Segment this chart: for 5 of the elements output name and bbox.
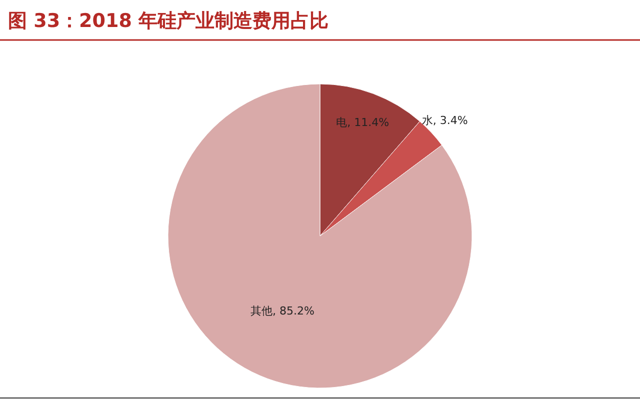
slice-label: 电, 11.4%: [336, 116, 390, 130]
chart-title: 图 33：2018 年硅产业制造费用占比: [8, 10, 329, 32]
slice-label: 水, 3.4%: [422, 114, 468, 128]
pie-slice: [168, 84, 472, 388]
slice-label: 其他, 85.2%: [250, 304, 314, 318]
